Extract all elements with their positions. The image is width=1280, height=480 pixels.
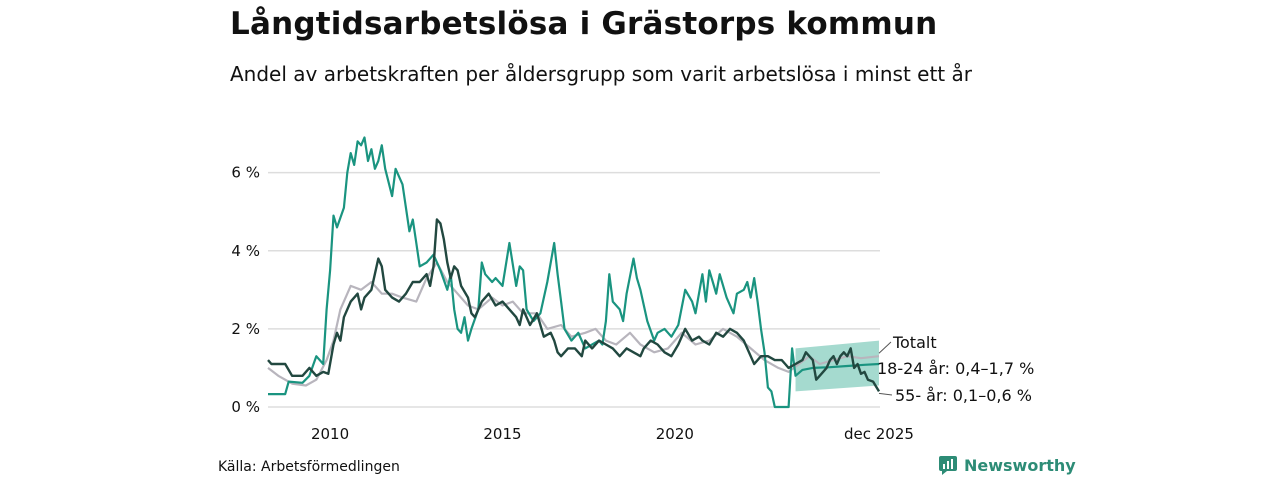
series-lines: [267, 136, 881, 409]
y-tick-label: 0 %: [231, 398, 260, 416]
chart-subtitle: Andel av arbetskraften per åldersgrupp s…: [230, 62, 972, 86]
brand-logo: Newsworthy: [938, 455, 1076, 475]
annotation-leader-senior: [878, 392, 893, 396]
source-note: Källa: Arbetsförmedlingen: [218, 459, 400, 475]
series-line-senior: [267, 218, 881, 393]
x-tick-label: 2015: [483, 425, 521, 443]
y-axis-ticks: 0 % 2 % 4 % 6 %: [231, 164, 260, 416]
annotation-senior: 55- år: 0,1–0,6 %: [895, 386, 1032, 405]
line-chart: 0 % 2 % 4 % 6 % 2010 2015 2020 dec 2025 Totalt…: [231, 136, 1034, 443]
series-line-total: [267, 261, 880, 387]
brand-name: Newsworthy: [964, 455, 1076, 475]
x-axis-ticks: 2010 2015 2020 dec 2025: [311, 425, 914, 443]
y-tick-label: 6 %: [231, 164, 260, 182]
series-annotations: Totalt 18-24 år: 0,4–1,7 % 55- år: 0,1–0…: [877, 333, 1034, 405]
annotation-youth: 18-24 år: 0,4–1,7 %: [877, 359, 1034, 378]
annotation-total: Totalt: [892, 333, 937, 352]
newsworthy-icon: [939, 456, 957, 475]
x-tick-label: 2010: [311, 425, 349, 443]
series-line-youth: [268, 136, 880, 409]
annotation-leader-total: [878, 341, 892, 354]
x-tick-label: 2020: [656, 425, 694, 443]
chart-title: Långtidsarbetslösa i Grästorps kommun: [230, 6, 938, 42]
x-tick-label: dec 2025: [844, 425, 914, 443]
y-tick-label: 4 %: [231, 242, 260, 260]
y-tick-label: 2 %: [231, 320, 260, 338]
